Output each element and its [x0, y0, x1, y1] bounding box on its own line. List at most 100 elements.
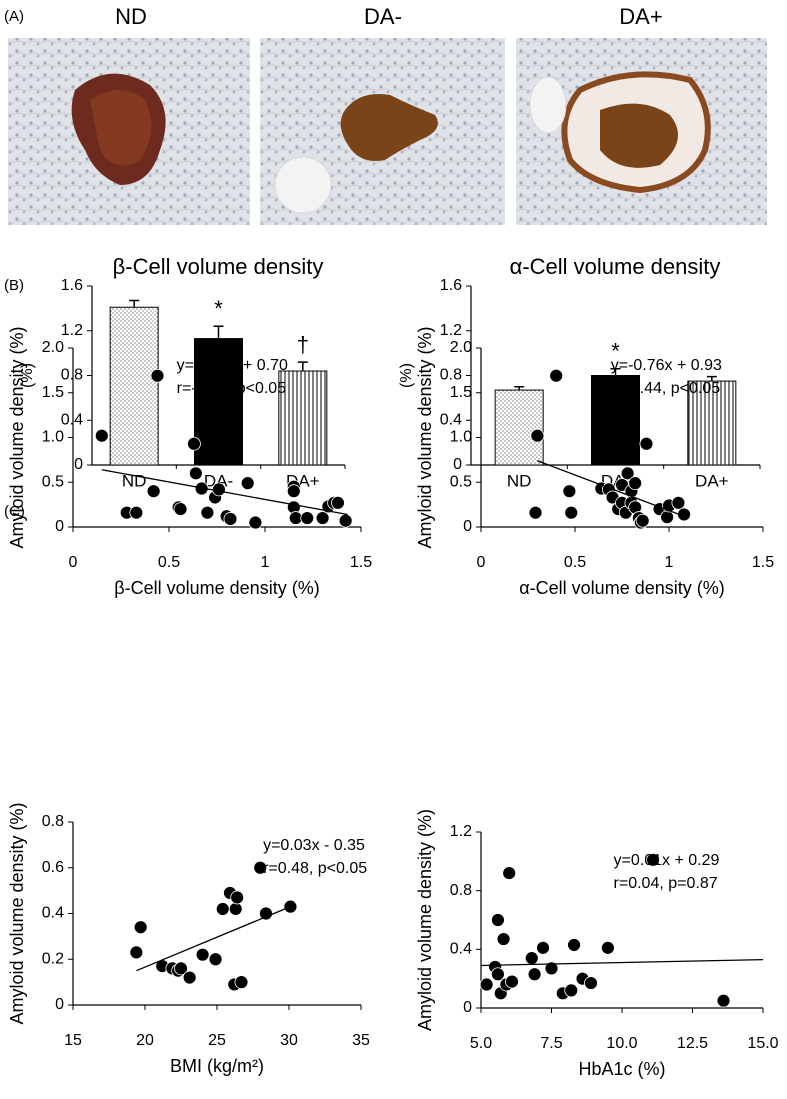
error-bar: [514, 385, 525, 391]
x-axis-label: HbA1c (%): [578, 1059, 665, 1079]
x-tick-label: 10.0: [606, 1035, 637, 1052]
y-tick-label: 0.4: [42, 905, 64, 922]
scatter-point: [187, 436, 201, 451]
scatter-point: [564, 505, 579, 520]
y-tick-label: 1.5: [42, 384, 64, 401]
panel-label: (B): [4, 277, 24, 294]
x-tick-label: 1.5: [752, 554, 774, 571]
x-tick-label: 0: [477, 554, 486, 571]
scatter-point: [491, 967, 505, 982]
scatter-point: [505, 974, 519, 989]
scatter-point: [240, 476, 255, 491]
y-tick-label: 0.8: [450, 882, 472, 899]
significance-marker: †: [297, 332, 309, 357]
scatter-point: [129, 945, 144, 960]
y-tick-label: 0.8: [61, 367, 83, 384]
error-bar: [297, 361, 308, 372]
y-tick-label: 1.0: [42, 429, 64, 446]
bar: [494, 389, 544, 466]
x-tick-label: 25: [208, 1032, 226, 1049]
scatter-point: [527, 967, 542, 982]
scatter-point: [549, 368, 564, 383]
y-tick-label: 0.5: [42, 473, 64, 490]
scatter-point: [564, 983, 579, 998]
x-axis-label: α-Cell volume density (%): [519, 578, 724, 598]
annotation: y=-0.76x + 0.93: [611, 357, 722, 374]
scatter-point: [248, 515, 263, 530]
scatter-point: [536, 940, 550, 955]
scatter-point: [331, 495, 345, 510]
y-tick-label: 0.8: [440, 367, 462, 384]
scatter-point: [491, 913, 505, 927]
scatter-point: [635, 513, 650, 528]
scatter-point: [671, 495, 686, 510]
y-tick-label: 0: [453, 456, 462, 473]
annotation: y=0.03x - 0.35: [263, 837, 365, 854]
scatter-point: [601, 940, 615, 955]
x-tick-label: 35: [352, 1032, 370, 1049]
x-tick-label: 30: [280, 1032, 298, 1049]
scatter-point: [173, 502, 188, 517]
y-tick-label: 0: [463, 999, 472, 1016]
scatter-point: [230, 890, 245, 905]
bar: [687, 380, 737, 466]
y-axis-label: Amyloid volume density (%): [415, 326, 435, 548]
scatter-point: [286, 484, 301, 499]
scatter-point: [253, 860, 268, 875]
scatter-point: [195, 947, 210, 962]
scatter-point: [133, 920, 148, 935]
scatter-point: [200, 505, 215, 520]
scatter-point: [716, 993, 731, 1008]
bar: [109, 306, 159, 466]
y-tick-label: 0.5: [450, 473, 472, 490]
bar: [278, 370, 328, 466]
y-tick-label: 0.4: [61, 411, 83, 428]
micrograph: [260, 38, 505, 225]
error-bar: [706, 375, 717, 382]
scatter-point: [528, 505, 543, 520]
y-tick-label: 0: [463, 518, 472, 535]
y-tick-label: 0: [55, 518, 64, 535]
significance-marker: *: [611, 339, 620, 364]
bar: [194, 338, 243, 466]
x-tick-label: 7.5: [540, 1035, 562, 1052]
error-bar: [129, 299, 140, 308]
y-tick-label: 1.0: [450, 429, 472, 446]
scatter-point: [150, 368, 165, 383]
y-tick-label: 1.2: [61, 322, 83, 339]
scatter-point: [212, 482, 226, 497]
y-axis-label: Amyloid volume density (%): [7, 326, 27, 548]
scatter-point: [234, 975, 249, 990]
x-tick-label: 12.5: [677, 1035, 708, 1052]
y-axis-label: (%): [19, 363, 36, 388]
y-axis-label: Amyloid volume density (%): [7, 802, 27, 1024]
y-tick-label: 1.2: [450, 823, 472, 840]
regression-line: [537, 460, 685, 517]
scatter-point: [315, 511, 330, 525]
x-tick-label: ND: [507, 471, 532, 490]
y-axis-label: (%): [398, 363, 415, 388]
x-tick-label: 5.0: [470, 1035, 492, 1052]
scatter-point: [223, 512, 238, 526]
x-tick-label: DA-: [204, 471, 233, 490]
x-axis-label: BMI (kg/m²): [170, 1056, 264, 1076]
y-tick-label: 0.2: [42, 950, 64, 967]
y-tick-label: 2.0: [450, 339, 472, 356]
scatter-point: [646, 852, 660, 867]
panel-label: (C): [4, 503, 25, 520]
y-tick-label: 0.8: [42, 813, 64, 830]
x-tick-label: 0: [69, 554, 78, 571]
regression-line: [101, 469, 348, 516]
scatter-point: [639, 436, 654, 451]
y-tick-label: 1.5: [450, 384, 472, 401]
y-tick-label: 1.6: [440, 277, 462, 294]
x-axis-label: β-Cell volume density (%): [114, 578, 319, 598]
y-tick-label: 1.6: [61, 277, 83, 294]
annotation: r=0.48, p<0.05: [263, 860, 367, 877]
scatter-point: [530, 428, 545, 443]
chart-title: β-Cell volume density: [113, 254, 324, 279]
annotation: y=0.01x + 0.29: [614, 852, 720, 869]
annotation: y=-0.39x + 0.70: [177, 357, 288, 374]
scatter-point: [496, 932, 511, 946]
